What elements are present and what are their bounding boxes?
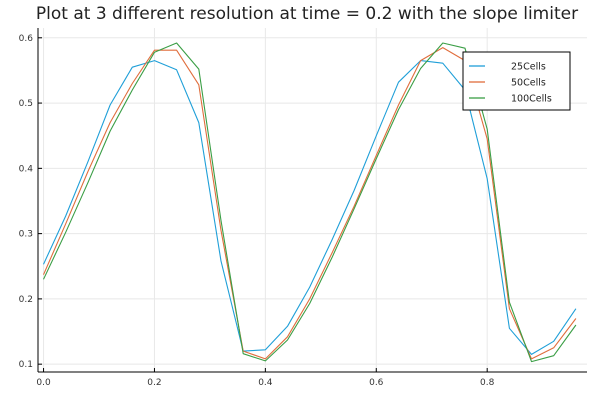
legend-label: 50Cells xyxy=(511,78,546,89)
series-line-50cells xyxy=(42,47,577,360)
legend-box xyxy=(462,51,571,111)
legend-label: 100Cells xyxy=(511,94,552,105)
chart-title: Plot at 3 different resolution at time =… xyxy=(36,4,578,24)
y-tick-label: 0.4 xyxy=(19,164,34,174)
series-lines xyxy=(42,42,577,363)
legend: 25Cells 50Cells 100Cells xyxy=(462,51,571,111)
x-tick-label: 0.8 xyxy=(480,378,495,388)
y-tick-label: 0.1 xyxy=(19,360,33,370)
legend-label: 25Cells xyxy=(511,62,546,73)
y-tick-label: 0.3 xyxy=(19,230,33,240)
x-tick-label: 0.2 xyxy=(147,378,161,388)
y-tick-label: 0.5 xyxy=(19,99,33,109)
y-tick-label: 0.2 xyxy=(19,295,33,305)
tick-labels: 0.0 0.2 0.4 0.6 0.8 0.1 0.2 0.3 0.4 0.5 0.6 xyxy=(19,34,495,388)
x-tick-label: 0.4 xyxy=(258,378,273,388)
x-tick-label: 0.6 xyxy=(369,378,384,388)
series-line-100cells xyxy=(43,42,577,363)
y-tick-label: 0.6 xyxy=(19,34,34,44)
x-tick-label: 0.0 xyxy=(36,378,51,388)
series-line-25cells xyxy=(43,60,577,355)
axes xyxy=(37,28,587,373)
